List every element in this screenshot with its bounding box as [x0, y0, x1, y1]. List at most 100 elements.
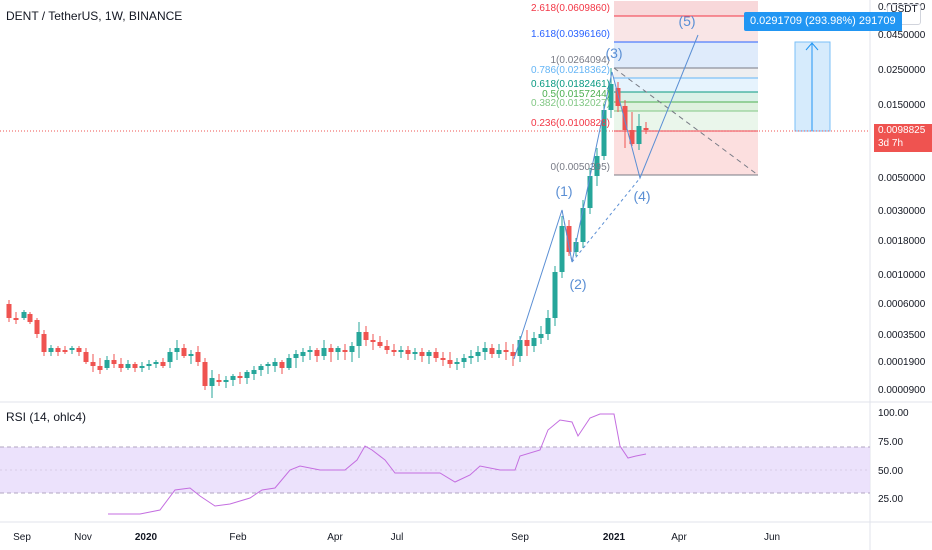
fib-zone-05 — [614, 92, 758, 102]
candle-body — [622, 106, 628, 130]
rsi-tick-label: 25.00 — [878, 494, 903, 505]
projection-arrow-head — [805, 42, 819, 51]
rsi-tick-label: 75.00 — [878, 437, 903, 448]
candle-body — [468, 356, 474, 358]
candle-body — [573, 242, 579, 252]
time-tick-label: 2020 — [135, 532, 158, 543]
wave-label: (4) — [633, 188, 650, 204]
candle-body — [251, 370, 257, 374]
candle-body — [34, 320, 40, 334]
candle-body — [356, 332, 362, 346]
candle-countdown: 3d 7h — [878, 138, 904, 149]
candle-body — [188, 354, 194, 356]
candle-body — [391, 350, 397, 352]
rsi-indicator-title[interactable]: RSI (14, ohlc4) — [6, 410, 87, 424]
candle-body — [237, 376, 243, 378]
last-price-badge: 0.0098825 3d 7h — [874, 124, 932, 152]
time-tick-label: Sep — [13, 532, 31, 543]
candle-body — [405, 350, 411, 354]
price-axis-ticks: 0.07000000.04500000.02500000.01500000.01… — [878, 2, 926, 396]
wave-label: (1) — [555, 183, 572, 199]
candle-body — [580, 208, 586, 242]
candle-body — [559, 226, 565, 272]
candle-body — [489, 348, 495, 354]
candle-body — [202, 362, 208, 386]
price-tick-label: 0.0030000 — [878, 206, 926, 217]
price-tick-label: 0.0003500 — [878, 330, 926, 341]
wave-guide — [561, 209, 573, 263]
candle-body — [636, 126, 642, 144]
price-tick-label: 0.0250000 — [878, 65, 926, 76]
candle-body — [475, 352, 481, 356]
candle-body — [111, 360, 117, 364]
candle-body — [349, 346, 355, 352]
candle-body — [552, 272, 558, 318]
candle-body — [363, 332, 369, 340]
candle-body — [83, 352, 89, 362]
candle-body — [139, 366, 145, 368]
rsi-axis-ticks: 100.00 75.00 50.00 25.00 — [878, 408, 909, 505]
fib-level-label: 0(0.0050395) — [551, 162, 611, 173]
candle-body — [48, 348, 54, 352]
fib-zone-0382 — [614, 102, 758, 111]
candle-body — [181, 348, 187, 356]
fib-zone-2618 — [614, 1, 758, 16]
candle-body — [587, 176, 593, 208]
candle-body — [41, 334, 47, 352]
fib-retracement[interactable] — [613, 1, 759, 176]
fib-zone-1618 — [614, 16, 758, 42]
candle-body — [55, 348, 61, 352]
candle-body — [419, 352, 425, 356]
fib-trend-line — [613, 67, 759, 176]
fib-zone-0 — [614, 131, 758, 175]
candle-body — [286, 358, 292, 368]
elliott-wave-lines[interactable] — [513, 34, 699, 360]
fib-level-label: 0.236(0.0100828) — [531, 118, 610, 129]
candle-body — [601, 110, 607, 156]
candle-body — [293, 354, 299, 358]
wave-label: (5) — [678, 13, 695, 29]
time-axis-ticks: Sep Nov 2020 Feb Apr Jul Sep 2021 Apr Jun — [13, 532, 780, 543]
candle-body — [6, 304, 12, 318]
fib-level-label: 0.618(0.0182461) — [531, 79, 610, 90]
candle-body — [132, 364, 138, 368]
candle-body — [482, 348, 488, 352]
candle-body — [370, 340, 376, 342]
candle-body — [125, 364, 131, 368]
candle-body — [146, 364, 152, 366]
candle-body — [447, 360, 453, 364]
candle-body — [167, 352, 173, 362]
candle-body — [328, 348, 334, 352]
candle-body — [412, 352, 418, 354]
candles — [6, 68, 649, 398]
wave-guide — [571, 177, 641, 263]
candle-body — [307, 350, 313, 352]
time-tick-label: Feb — [229, 532, 247, 543]
price-tick-label: 0.0006000 — [878, 299, 926, 310]
candle-body — [76, 348, 82, 352]
price-tick-label: 0.0150000 — [878, 100, 926, 111]
candle-body — [90, 362, 96, 366]
candle-body — [377, 342, 383, 346]
candle-body — [160, 362, 166, 366]
candle-body — [216, 380, 222, 382]
fib-level-label: 0.786(0.0218362) — [531, 65, 610, 76]
fib-level-label: 1.618(0.0396160) — [531, 29, 610, 40]
candle-body — [258, 366, 264, 370]
wave-label: (3) — [605, 45, 622, 61]
fib-level-label: 1(0.0264094) — [551, 55, 611, 66]
candle-body — [594, 156, 600, 176]
time-tick-label: Jul — [391, 532, 404, 543]
pair-title[interactable]: DENT / TetherUS, 1W, BINANCE — [6, 9, 183, 23]
candle-body — [153, 362, 159, 364]
candle-body — [433, 352, 439, 358]
candle-body — [244, 372, 250, 378]
candle-body — [272, 362, 278, 366]
candle-body — [195, 352, 201, 362]
wave-label: (2) — [569, 276, 586, 292]
candle-body — [426, 352, 432, 356]
candle-body — [174, 348, 180, 352]
candle-body — [97, 366, 103, 370]
candle-body — [62, 350, 68, 352]
